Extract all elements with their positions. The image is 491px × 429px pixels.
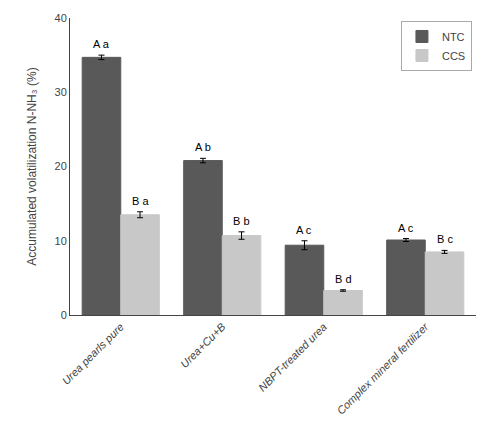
svg-text:NBPT-treated urea: NBPT-treated urea [256, 321, 329, 394]
svg-text:Accumulated volatilization N-N: Accumulated volatilization N-NH₃ (%) [25, 67, 39, 265]
svg-text:Complex mineral fertilizer: Complex mineral fertilizer [334, 320, 431, 417]
svg-text:30: 30 [55, 86, 67, 98]
svg-text:A c: A c [296, 224, 312, 236]
svg-text:B d: B d [335, 273, 352, 285]
svg-text:A c: A c [398, 222, 414, 234]
svg-text:B b: B b [233, 215, 250, 227]
svg-text:40: 40 [55, 12, 67, 24]
svg-text:A b: A b [195, 141, 211, 153]
svg-text:20: 20 [55, 160, 67, 172]
svg-text:10: 10 [55, 235, 67, 247]
svg-text:Urea pearls pure: Urea pearls pure [60, 321, 126, 387]
svg-text:Urea+Cu+B: Urea+Cu+B [178, 321, 228, 371]
svg-text:B a: B a [132, 195, 149, 207]
svg-text:0: 0 [61, 309, 67, 321]
svg-text:CCS: CCS [442, 50, 465, 62]
svg-text:A a: A a [93, 38, 110, 50]
svg-text:NTC: NTC [442, 31, 465, 43]
svg-text:B c: B c [437, 233, 453, 245]
